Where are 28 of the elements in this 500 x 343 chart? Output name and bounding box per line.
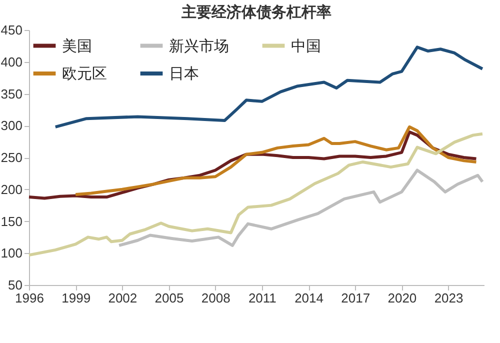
- legend-label: 新兴市场: [169, 38, 229, 55]
- y-tick-label: 350: [0, 86, 22, 102]
- y-tick-label: 400: [0, 54, 22, 70]
- chart-title: 主要经济体债务杠杆率: [180, 3, 332, 21]
- x-tick-label: 2017: [341, 290, 370, 306]
- y-tick-label: 50: [8, 278, 22, 292]
- legend-label: 美国: [62, 38, 92, 55]
- x-tick-label: 2020: [388, 290, 417, 306]
- x-tick-label: 1999: [62, 290, 91, 306]
- x-tick-label: 2002: [108, 290, 138, 306]
- y-tick-label: 300: [0, 118, 22, 134]
- legend-label: 中国: [291, 38, 321, 55]
- x-tick-label: 2005: [154, 290, 184, 306]
- line-series: [74, 125, 478, 196]
- y-tick-label: 100: [0, 246, 22, 261]
- line-series: [28, 132, 484, 257]
- x-tick-label: 2023: [434, 290, 464, 306]
- x-tick-label: 2011: [248, 290, 276, 306]
- legend-label: 日本: [169, 66, 199, 82]
- x-tick-label: 1996: [15, 290, 44, 306]
- legend-label: 欧元区: [62, 66, 107, 82]
- y-tick-label: 250: [0, 150, 22, 165]
- y-tick-label: 200: [0, 182, 22, 197]
- line-series: [118, 168, 484, 247]
- x-tick-label: 2014: [294, 290, 324, 306]
- x-tick-label: 2008: [201, 290, 230, 306]
- y-tick-label: 450: [0, 22, 22, 38]
- y-tick-label: 150: [0, 214, 22, 229]
